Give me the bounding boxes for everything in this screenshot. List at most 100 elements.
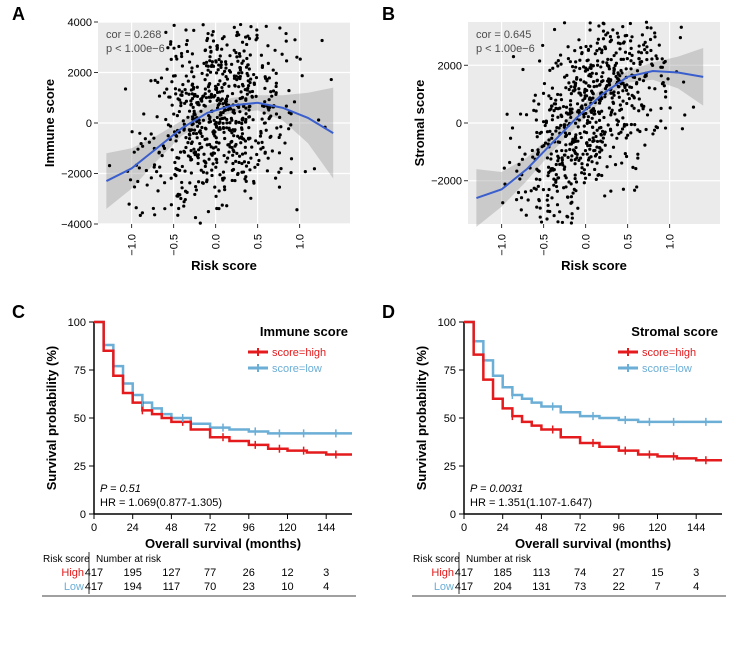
svg-text:120: 120 [648,522,666,534]
svg-text:P = 0.0031: P = 0.0031 [470,483,523,495]
svg-text:score=high: score=high [642,347,696,359]
svg-text:2000: 2000 [438,60,462,72]
panel-c-label: C [12,302,25,323]
svg-text:7: 7 [654,581,660,593]
svg-text:0.5: 0.5 [623,234,635,249]
svg-text:Risk score: Risk score [413,554,460,565]
svg-text:Low: Low [64,581,84,593]
svg-text:1.0: 1.0 [665,234,677,249]
svg-text:25: 25 [444,461,456,473]
svg-text:0.5: 0.5 [253,234,265,249]
svg-text:72: 72 [574,522,586,534]
svg-text:72: 72 [204,522,216,534]
svg-text:10: 10 [281,581,293,593]
svg-text:−2000: −2000 [431,176,462,188]
svg-text:77: 77 [204,567,216,579]
svg-text:Stromal score: Stromal score [631,324,718,339]
svg-text:100: 100 [438,317,456,329]
svg-text:1.0: 1.0 [295,234,307,249]
svg-text:−0.5: −0.5 [539,234,551,256]
svg-text:p < 1.00e−6: p < 1.00e−6 [106,43,165,55]
svg-text:185: 185 [494,567,512,579]
svg-text:24: 24 [127,522,139,534]
svg-text:48: 48 [535,522,547,534]
panel-a-label: A [12,4,25,25]
svg-text:0: 0 [80,509,86,521]
svg-text:120: 120 [278,522,296,534]
svg-text:0: 0 [91,522,97,534]
svg-text:100: 100 [68,317,86,329]
svg-text:4000: 4000 [68,17,92,29]
svg-text:score=low: score=low [642,363,692,375]
svg-text:−1.0: −1.0 [497,234,509,256]
svg-text:Number at risk: Number at risk [466,554,532,565]
svg-text:HR = 1.069(0.877-1.305): HR = 1.069(0.877-1.305) [100,497,222,509]
svg-text:cor = 0.645: cor = 0.645 [476,29,531,41]
svg-text:23: 23 [243,581,255,593]
svg-text:High: High [61,567,84,579]
svg-text:−2000: −2000 [61,169,92,181]
svg-text:194: 194 [124,581,142,593]
svg-text:0: 0 [461,522,467,534]
svg-text:p < 1.00e−6: p < 1.00e−6 [476,43,535,55]
svg-text:127: 127 [162,567,180,579]
svg-text:Risk score: Risk score [43,554,90,565]
svg-text:195: 195 [124,567,142,579]
figure-container: A cor = 0.268 p < 1.00e−6 −1.0 −0.5 0.0 0.5 1.… [0,0,743,668]
svg-text:22: 22 [613,581,625,593]
svg-text:417: 417 [455,581,473,593]
svg-text:74: 74 [574,567,586,579]
svg-text:3: 3 [693,567,699,579]
svg-text:High: High [431,567,454,579]
svg-text:Overall survival (months): Overall survival (months) [145,536,301,551]
svg-text:27: 27 [613,567,625,579]
svg-text:144: 144 [317,522,335,534]
svg-text:48: 48 [165,522,177,534]
svg-text:25: 25 [74,461,86,473]
svg-text:96: 96 [243,522,255,534]
svg-text:score=low: score=low [272,363,322,375]
svg-text:0.0: 0.0 [211,234,223,249]
svg-text:4: 4 [693,581,699,593]
svg-text:−1.0: −1.0 [127,234,139,256]
svg-text:73: 73 [574,581,586,593]
svg-text:26: 26 [243,567,255,579]
panel-d-km: 0 24 48 72 96 120 144 0 25 50 75 100 Overall surviva… [410,314,730,614]
svg-text:Survival probability (%): Survival probability (%) [44,346,59,490]
svg-text:0: 0 [450,509,456,521]
svg-text:Risk score: Risk score [561,258,627,273]
svg-text:P = 0.51: P = 0.51 [100,483,141,495]
svg-text:75: 75 [444,365,456,377]
svg-text:Overall survival (months): Overall survival (months) [515,536,671,551]
svg-text:113: 113 [533,567,551,579]
panel-b-label: B [382,4,395,25]
svg-text:2000: 2000 [68,68,92,80]
svg-text:cor = 0.268: cor = 0.268 [106,29,161,41]
svg-text:Risk score: Risk score [191,258,257,273]
svg-text:Number at risk: Number at risk [96,554,162,565]
svg-text:96: 96 [613,522,625,534]
svg-text:Survival probability (%): Survival probability (%) [414,346,429,490]
panel-a-scatter: cor = 0.268p < 1.00e−6−1.0−0.50.00.51.0−… [40,14,360,274]
svg-text:HR = 1.351(1.107-1.647): HR = 1.351(1.107-1.647) [470,497,592,509]
svg-text:Immune score: Immune score [260,324,348,339]
svg-text:12: 12 [281,567,293,579]
panel-b-scatter: cor = 0.645p < 1.00e−6−1.0−0.50.00.51.0−… [410,14,730,274]
svg-text:70: 70 [204,581,216,593]
svg-text:3: 3 [323,567,329,579]
svg-text:417: 417 [455,567,473,579]
panel-c-km: 0244872961201440255075100Overall surviva… [40,314,360,614]
svg-text:75: 75 [74,365,86,377]
svg-text:Low: Low [434,581,454,593]
svg-text:117: 117 [163,581,181,593]
svg-text:144: 144 [687,522,705,534]
svg-text:Immune score: Immune score [42,79,57,167]
svg-text:4: 4 [323,581,329,593]
svg-text:131: 131 [532,581,550,593]
svg-text:Stromal score: Stromal score [412,80,427,167]
svg-text:50: 50 [444,413,456,425]
svg-text:204: 204 [494,581,512,593]
svg-text:0: 0 [456,118,462,130]
svg-text:24: 24 [497,522,509,534]
svg-text:417: 417 [85,567,103,579]
